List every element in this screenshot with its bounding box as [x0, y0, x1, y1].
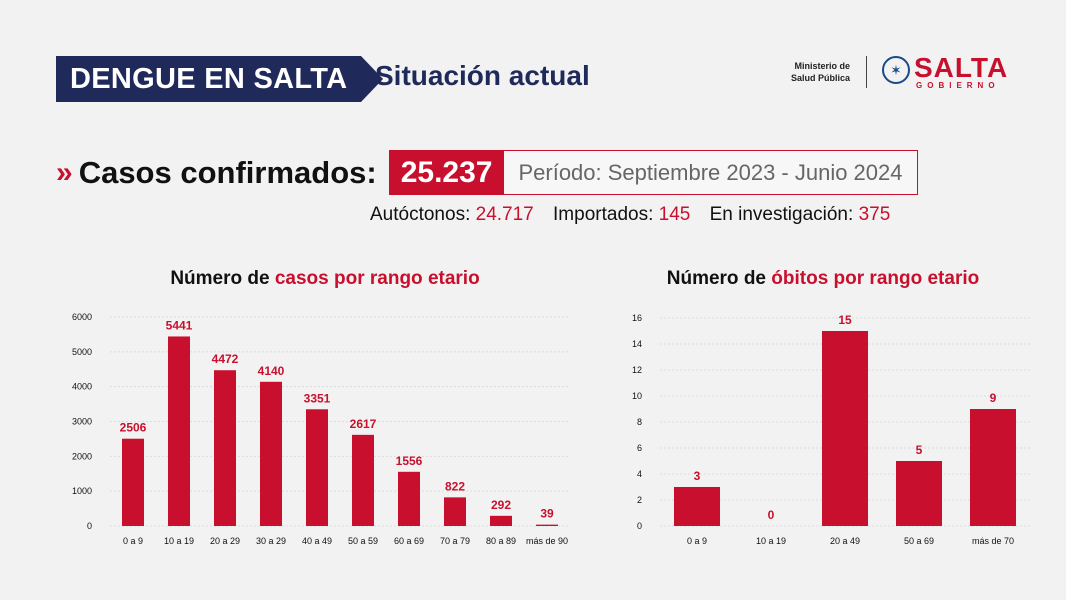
cases-x-tick-label: 0 a 9	[123, 536, 143, 546]
cases-data-label: 1556	[396, 454, 423, 468]
deaths-y-tick-label: 2	[637, 495, 642, 505]
deaths-bar-chart: 0 2 4 6 8 10 12 14 16 3 0 a 9 0 10 a 19 15 20 a 49 5 50 …	[632, 313, 1030, 546]
page-title: DENGUE EN SALTA	[56, 56, 362, 102]
cases-bar-chart: 0 1000 2000 3000 4000 5000 6000 2506 0 a 9 5441 10…	[72, 312, 570, 546]
cases-x-tick-label: 50 a 59	[348, 536, 378, 546]
cases-label: Casos confirmados:	[78, 154, 377, 190]
ministerio-label: Ministerio de Salud Pública	[770, 60, 850, 84]
deaths-y-tick-label: 6	[637, 443, 642, 453]
investigacion-value: 375	[858, 204, 891, 225]
deaths-y-tick-label: 14	[632, 339, 642, 349]
cases-summary: » Casos confirmados: 25.237 Período: Sep…	[56, 150, 918, 195]
importados-stat: Importados: 145	[553, 204, 690, 225]
cases-x-tick-label: más de 90	[526, 536, 568, 546]
logo-subtitle: GOBIERNO	[916, 81, 1000, 90]
ministerio-line2: Salud Pública	[790, 73, 850, 83]
deaths-bar	[674, 487, 720, 526]
cases-data-label: 2506	[120, 421, 147, 435]
cases-y-tick-label: 5000	[72, 347, 92, 357]
cases-value: 25.237	[388, 150, 505, 195]
deaths-y-tick-label: 12	[632, 365, 642, 375]
chevron-icon: »	[56, 155, 73, 189]
deaths-data-label: 9	[990, 391, 997, 405]
title-badge: DENGUE EN SALTA	[56, 56, 384, 102]
cases-chart-title-highlight: casos por rango etario	[274, 268, 480, 289]
deaths-x-tick-label: 10 a 19	[756, 536, 786, 546]
cases-x-tick-label: 70 a 79	[440, 536, 470, 546]
deaths-data-label: 3	[694, 469, 701, 483]
cases-bar	[536, 524, 558, 526]
investigacion-label: En investigación:	[709, 204, 854, 225]
cases-bar	[352, 434, 374, 526]
cases-x-tick-label: 10 a 19	[164, 536, 194, 546]
deaths-bar	[896, 461, 942, 526]
cases-y-tick-label: 6000	[72, 312, 92, 322]
cases-x-tick-label: 80 a 89	[486, 536, 516, 546]
cases-y-tick-label: 1000	[72, 486, 92, 496]
autoctonos-value: 24.717	[475, 204, 534, 225]
deaths-chart-title-prefix: Número de	[666, 268, 766, 289]
logo-name: SALTA	[914, 52, 1009, 83]
deaths-bar	[822, 331, 868, 526]
badge-arrow	[361, 56, 384, 102]
period-label: Período: Septiembre 2023 - Junio 2024	[504, 150, 918, 195]
cases-bar	[260, 381, 282, 526]
deaths-y-tick-label: 0	[637, 521, 642, 531]
deaths-y-tick-label: 10	[632, 391, 642, 401]
cases-data-label: 3351	[304, 391, 331, 405]
deaths-data-label: 0	[768, 508, 775, 522]
deaths-y-tick-label: 4	[637, 469, 642, 479]
deaths-x-tick-label: más de 70	[972, 536, 1014, 546]
investigacion-stat: En investigación: 375	[710, 204, 891, 225]
deaths-bar	[970, 409, 1016, 526]
deaths-x-tick-label: 50 a 69	[904, 536, 934, 546]
cases-x-tick-label: 60 a 69	[394, 536, 424, 546]
cases-chart-title: Número de casos por rango etario	[100, 268, 550, 290]
autoctonos-stat: Autóctonos: 24.717	[370, 204, 534, 225]
cases-data-label: 2617	[350, 417, 377, 431]
cases-data-label: 4140	[258, 364, 285, 378]
cases-data-label: 4472	[212, 352, 239, 366]
cases-y-tick-label: 2000	[72, 451, 92, 461]
deaths-y-tick-label: 16	[632, 313, 642, 323]
deaths-x-tick-label: 0 a 9	[687, 536, 707, 546]
page-subtitle: Situación actual	[375, 60, 590, 91]
cases-bar	[306, 409, 328, 526]
deaths-y-tick-label: 8	[637, 417, 642, 427]
deaths-data-label: 5	[916, 443, 923, 457]
importados-value: 145	[658, 204, 691, 225]
cases-bar	[214, 370, 236, 526]
deaths-chart-title-highlight: óbitos por rango etario	[771, 268, 980, 289]
seal-icon: ✶	[882, 56, 910, 84]
cases-x-tick-label: 40 a 49	[302, 536, 332, 546]
ministerio-line1: Ministerio de	[794, 61, 850, 71]
cases-bar	[398, 471, 420, 526]
deaths-chart-title: Número de óbitos por rango etario	[600, 268, 1046, 290]
cases-bar	[122, 438, 144, 526]
cases-x-tick-label: 20 a 29	[210, 536, 240, 546]
deaths-x-tick-label: 20 a 49	[830, 536, 860, 546]
cases-y-tick-label: 0	[87, 521, 92, 531]
cases-chart-title-prefix: Número de	[170, 268, 270, 289]
cases-bar	[168, 336, 190, 526]
cases-y-tick-label: 4000	[72, 382, 92, 392]
cases-data-label: 822	[445, 479, 465, 493]
importados-label: Importados:	[553, 204, 654, 225]
cases-bar	[490, 515, 512, 526]
cases-bar	[444, 497, 466, 526]
cases-data-label: 39	[540, 507, 554, 521]
logo-divider	[866, 56, 867, 88]
cases-x-tick-label: 30 a 29	[256, 536, 286, 546]
cases-y-tick-label: 3000	[72, 417, 92, 427]
cases-data-label: 5441	[166, 318, 193, 332]
cases-data-label: 292	[491, 498, 511, 512]
cases-breakdown: Autóctonos: 24.717 Importados: 145 En in…	[370, 204, 904, 226]
autoctonos-label: Autóctonos:	[370, 204, 471, 225]
deaths-data-label: 15	[838, 313, 852, 327]
